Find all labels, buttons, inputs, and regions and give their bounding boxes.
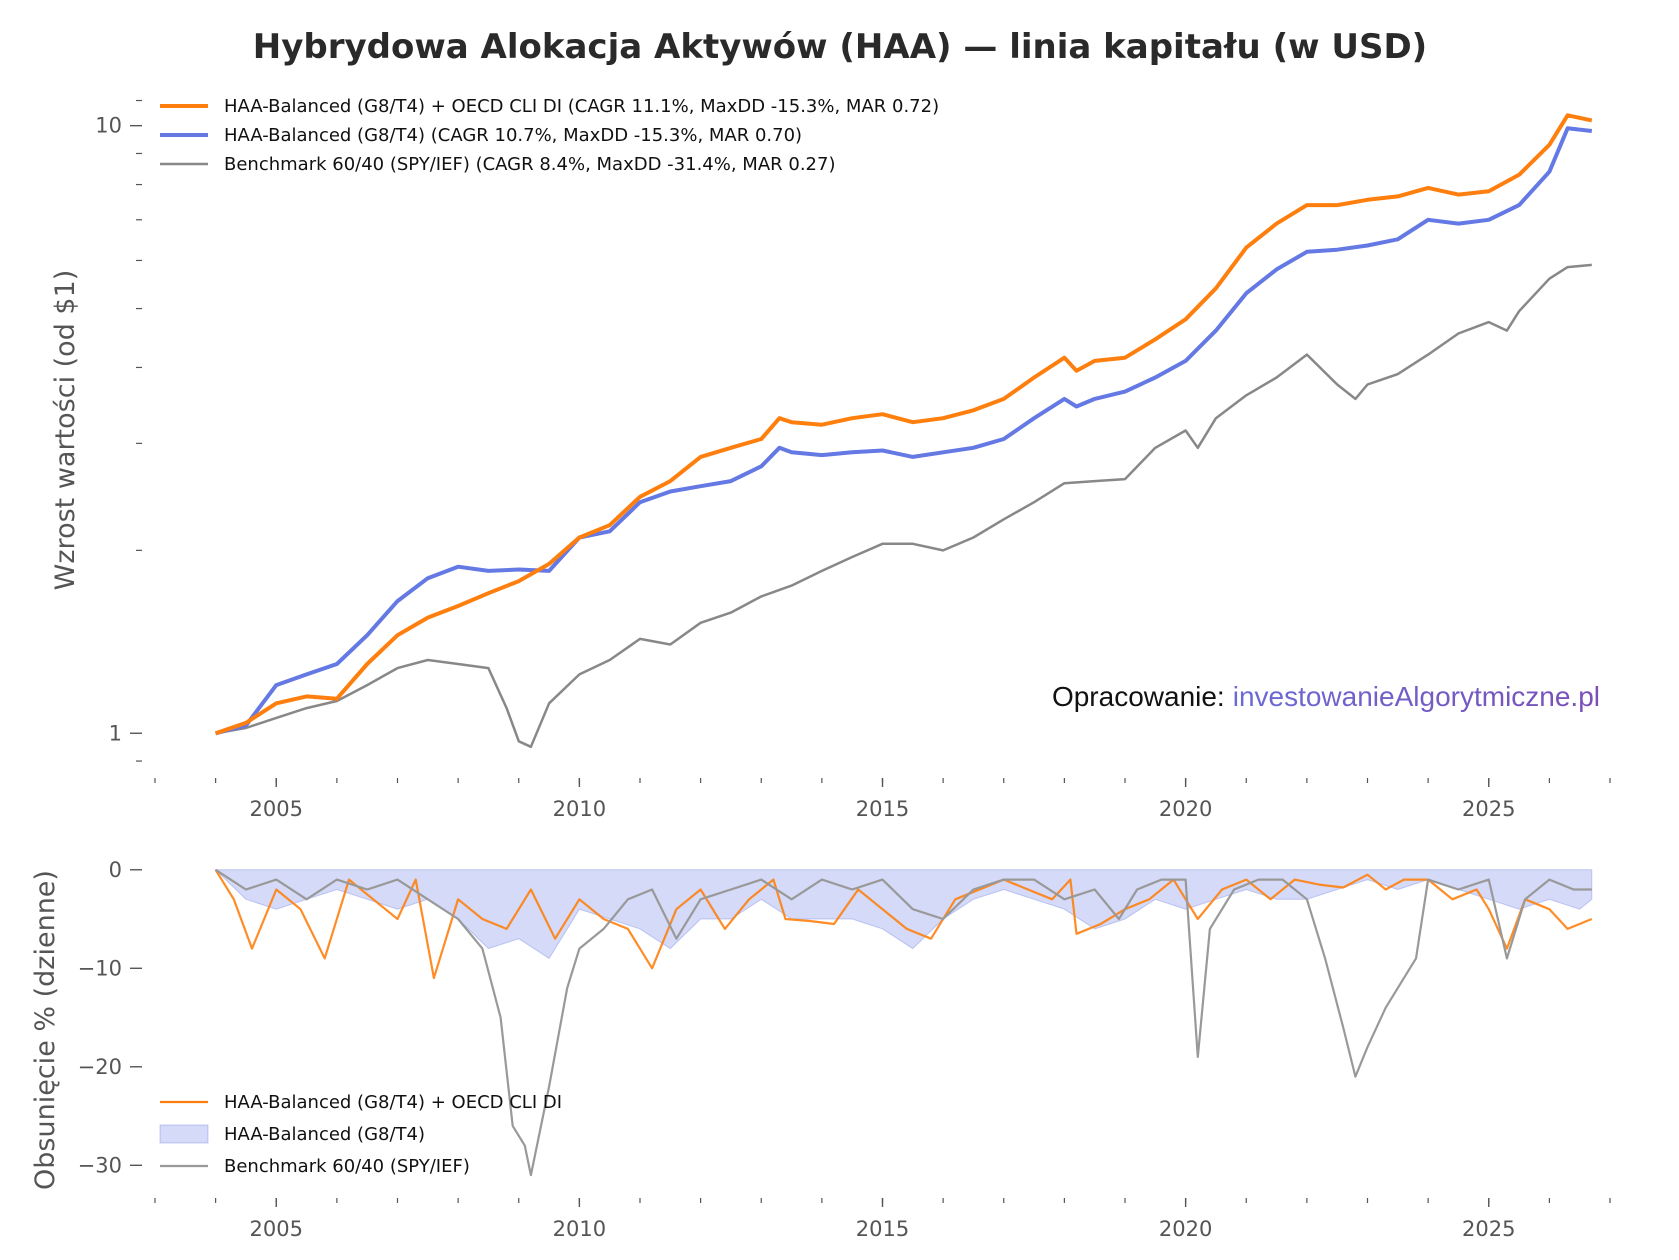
drawdown-y-tick-label: −20 — [78, 1055, 122, 1079]
drawdown-y-tick-label: −10 — [78, 956, 122, 980]
equity-curve-panel: 1 10 2005 2010 2015 2020 2025 Wzrost wartości… — [50, 96, 1611, 821]
equity-y-tick-label: 1 — [109, 721, 122, 745]
drawdown-legend-label: Benchmark 60/40 (SPY/IEF) — [224, 1156, 470, 1177]
equity-x-tick-label: 2015 — [856, 797, 909, 821]
drawdown-panel: 0 −10 −20 −30 2005 2010 2015 2020 2025 Obsunięc… — [30, 858, 1611, 1241]
drawdown-x-tick-label: 2010 — [553, 1217, 606, 1241]
equity-series-line-1 — [215, 126, 1593, 736]
drawdown-x-tick-label: 2025 — [1462, 1217, 1515, 1241]
equity-x-tick-label: 2005 — [250, 797, 303, 821]
drawdown-x-tick-label: 2020 — [1159, 1217, 1212, 1241]
equity-lines — [214, 113, 1593, 749]
equity-y-axis: 1 10 — [95, 99, 142, 762]
equity-legend-label: HAA-Balanced (G8/T4) + OECD CLI DI (CAGR… — [224, 96, 939, 117]
equity-x-tick-label: 2020 — [1159, 797, 1212, 821]
equity-legend-label: HAA-Balanced (G8/T4) (CAGR 10.7%, MaxDD … — [224, 125, 802, 146]
drawdown-legend-label: HAA-Balanced (G8/T4) — [224, 1124, 425, 1145]
equity-x-tick-label: 2025 — [1462, 797, 1515, 821]
chart-title: Hybrydowa Alokacja Aktywów (HAA) — linia… — [253, 27, 1427, 67]
drawdown-y-axis: 0 −10 −20 −30 — [78, 858, 142, 1177]
watermark: Opracowanie: investowanieAlgorytmiczne.pl — [1052, 681, 1600, 712]
drawdown-y-tick-label: 0 — [109, 858, 122, 882]
equity-x-axis: 2005 2010 2015 2020 2025 — [154, 778, 1611, 821]
drawdown-legend-swatch — [159, 1124, 209, 1144]
equity-series-line-0 — [214, 113, 1593, 736]
drawdown-legend: HAA-Balanced (G8/T4) + OECD CLI DI HAA-Ba… — [159, 1092, 562, 1177]
equity-x-tick-label: 2010 — [553, 797, 606, 821]
drawdown-line-0 — [214, 869, 1593, 980]
drawdown-line-2 — [215, 868, 1592, 1177]
drawdown-x-axis: 2005 2010 2015 2020 2025 — [154, 1198, 1611, 1241]
equity-series-line-2 — [215, 263, 1592, 749]
equity-legend: HAA-Balanced (G8/T4) + OECD CLI DI (CAGR… — [160, 96, 939, 175]
equity-y-axis-label: Wzrost wartości (od $1) — [50, 270, 81, 591]
equity-legend-label: Benchmark 60/40 (SPY/IEF) (CAGR 8.4%, Ma… — [224, 154, 835, 175]
drawdown-series — [214, 868, 1593, 1177]
drawdown-x-tick-label: 2005 — [250, 1217, 303, 1241]
drawdown-legend-label: HAA-Balanced (G8/T4) + OECD CLI DI — [224, 1092, 562, 1113]
equity-y-tick-label: 10 — [95, 114, 122, 138]
watermark-prefix: Opracowanie: — [1052, 681, 1225, 712]
watermark-site: investowanieAlgorytmiczne.pl — [1233, 681, 1600, 712]
drawdown-y-tick-label: −30 — [78, 1153, 122, 1177]
drawdown-y-axis-label: Obsunięcie % (dzienne) — [30, 870, 61, 1190]
drawdown-x-tick-label: 2015 — [856, 1217, 909, 1241]
